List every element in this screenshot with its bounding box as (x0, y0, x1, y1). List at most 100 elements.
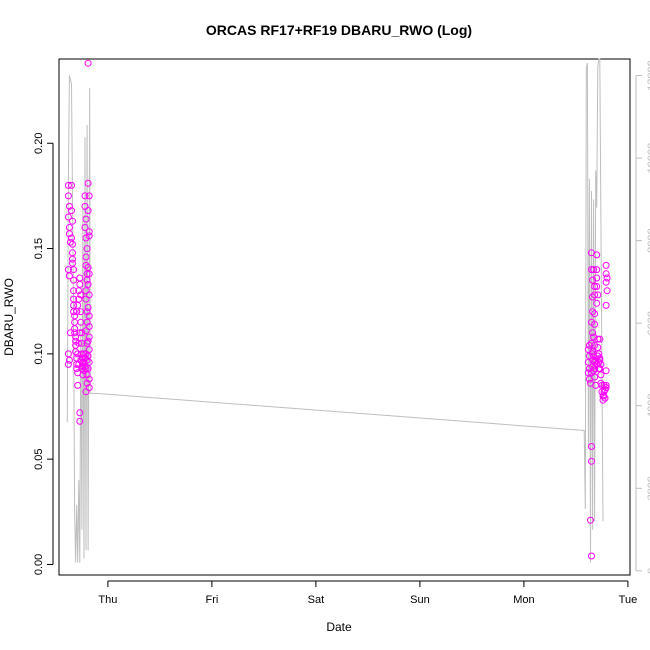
data-point (80, 350, 88, 358)
data-point (83, 318, 91, 326)
data-point (591, 283, 599, 290)
data-point (85, 228, 93, 236)
data-point (68, 207, 75, 215)
x-tick-label: Fri (205, 594, 218, 606)
data-point (585, 341, 593, 349)
x-tick-label: Sun (410, 594, 430, 606)
y-axis: 0.00 0.05 0.10 0.15 0.20 (33, 133, 54, 575)
data-points-layer (64, 59, 611, 560)
data-point (70, 276, 78, 284)
data-point (64, 192, 72, 200)
data-point (85, 333, 93, 341)
x-tick-label: Thu (98, 594, 117, 606)
y2-axis: 0 2000 4000 6000 8000 10000 12000 (635, 60, 650, 574)
data-point (74, 301, 82, 309)
data-point (597, 371, 605, 379)
data-point (591, 320, 599, 328)
data-point (589, 329, 597, 337)
data-point (64, 360, 72, 368)
data-point (588, 552, 595, 560)
data-point (64, 213, 72, 221)
y-tick-label: 0.20 (33, 133, 45, 154)
data-point (65, 202, 73, 210)
altitude-line-layer (66, 58, 604, 563)
data-point (79, 371, 87, 379)
data-point (84, 365, 92, 373)
y-tick-label: 0.10 (33, 343, 45, 364)
chart-title: ORCAS RF17+RF19 DBARU_RWO (Log) (206, 22, 472, 38)
data-point (595, 350, 603, 358)
data-point (83, 308, 91, 316)
data-point (589, 308, 597, 316)
data-point (602, 381, 610, 389)
data-point (83, 379, 91, 387)
data-point (85, 346, 93, 354)
y-tick-label: 0.00 (33, 554, 45, 575)
data-point (69, 259, 76, 267)
data-point (599, 396, 607, 404)
data-point (83, 245, 91, 253)
data-point (602, 278, 610, 286)
data-point (71, 329, 79, 337)
data-point (70, 266, 78, 274)
data-point (602, 270, 610, 278)
data-point (68, 181, 75, 189)
data-point (83, 276, 91, 284)
data-point (588, 457, 595, 465)
data-point (600, 381, 608, 389)
data-point (590, 333, 598, 341)
data-point (81, 224, 89, 231)
data-point (594, 335, 602, 343)
data-point (593, 274, 601, 282)
data-point (593, 283, 601, 290)
data-point (78, 329, 86, 337)
y-axis-label: DBARU_RWO (2, 278, 16, 356)
y2-tick-label: 2000 (646, 476, 650, 500)
data-point (591, 373, 599, 381)
x-tick-label: Mon (513, 594, 534, 606)
data-point (66, 238, 74, 246)
y2-tick-label: 6000 (646, 311, 650, 335)
data-point (64, 181, 72, 189)
data-point (85, 323, 93, 330)
data-point (82, 253, 90, 261)
data-point (69, 240, 76, 248)
data-point (76, 274, 84, 282)
data-point (76, 417, 84, 425)
data-point (66, 329, 74, 337)
data-point (594, 291, 602, 299)
data-point (80, 358, 88, 366)
data-point (593, 360, 601, 368)
data-point (65, 272, 73, 280)
data-point (64, 350, 72, 358)
data-point (85, 192, 93, 200)
data-point (84, 59, 92, 67)
data-point (584, 346, 592, 354)
data-point (84, 304, 92, 311)
data-point (81, 192, 89, 200)
y-tick-label: 0.05 (33, 448, 45, 469)
data-point (65, 224, 73, 231)
data-point (603, 287, 611, 295)
x-axis-label: Date (326, 620, 352, 634)
data-point (76, 329, 84, 337)
data-point (588, 266, 595, 274)
data-point (84, 207, 92, 215)
data-point (594, 344, 602, 351)
y2-tick-label: 0 (646, 568, 650, 574)
data-point (71, 325, 79, 333)
y2-tick-label: 10000 (646, 143, 650, 174)
x-axis: Thu Fri Sat Sun Mon Tue (98, 580, 637, 606)
data-point (82, 215, 90, 223)
data-point (593, 251, 601, 259)
data-point (65, 230, 73, 238)
data-point (601, 394, 609, 402)
data-point (72, 333, 80, 341)
data-point (69, 217, 76, 225)
data-point (84, 337, 92, 345)
data-point (85, 270, 93, 278)
data-point (602, 301, 610, 309)
y-tick-label: 0.15 (33, 238, 45, 259)
y2-tick-label: 8000 (646, 228, 650, 252)
